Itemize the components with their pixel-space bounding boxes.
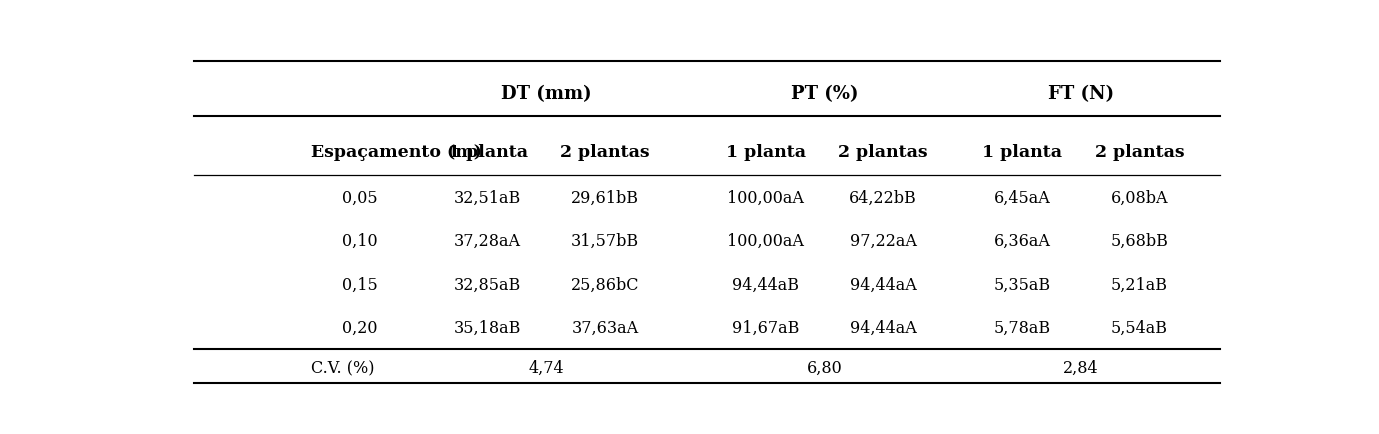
Text: 6,80: 6,80 [807, 359, 843, 376]
Text: 5,21aB: 5,21aB [1111, 276, 1168, 293]
Text: 35,18aB: 35,18aB [454, 319, 521, 336]
Text: FT (N): FT (N) [1048, 85, 1114, 103]
Text: 0,05: 0,05 [342, 189, 378, 206]
Text: 0,15: 0,15 [342, 276, 378, 293]
Text: 2 plantas: 2 plantas [560, 144, 650, 161]
Text: 5,35aB: 5,35aB [993, 276, 1051, 293]
Text: 0,20: 0,20 [342, 319, 376, 336]
Text: 100,00aA: 100,00aA [727, 189, 804, 206]
Text: 6,45aA: 6,45aA [994, 189, 1051, 206]
Text: 94,44aA: 94,44aA [849, 276, 917, 293]
Text: 6,36aA: 6,36aA [994, 233, 1051, 250]
Text: 97,22aA: 97,22aA [849, 233, 917, 250]
Text: 2 plantas: 2 plantas [838, 144, 928, 161]
Text: 4,74: 4,74 [528, 359, 564, 376]
Text: PT (%): PT (%) [790, 85, 858, 103]
Text: 37,63aA: 37,63aA [572, 319, 638, 336]
Text: 25,86bC: 25,86bC [571, 276, 640, 293]
Text: C.V. (%): C.V. (%) [312, 359, 375, 376]
Text: 100,00aA: 100,00aA [727, 233, 804, 250]
Text: 64,22bB: 64,22bB [849, 189, 917, 206]
Text: 1 planta: 1 planta [448, 144, 528, 161]
Text: Espaçamento (m): Espaçamento (m) [312, 144, 483, 161]
Text: 31,57bB: 31,57bB [571, 233, 640, 250]
Text: 1 planta: 1 planta [725, 144, 805, 161]
Text: 5,68bB: 5,68bB [1110, 233, 1168, 250]
Text: 0,10: 0,10 [342, 233, 378, 250]
Text: 32,85aB: 32,85aB [454, 276, 521, 293]
Text: 32,51aB: 32,51aB [454, 189, 521, 206]
Text: 37,28aA: 37,28aA [454, 233, 521, 250]
Text: 29,61bB: 29,61bB [571, 189, 640, 206]
Text: 1 planta: 1 planta [982, 144, 1062, 161]
Text: 5,54aB: 5,54aB [1111, 319, 1168, 336]
Text: 2 plantas: 2 plantas [1095, 144, 1185, 161]
Text: 94,44aA: 94,44aA [849, 319, 917, 336]
Text: DT (mm): DT (mm) [501, 85, 592, 103]
Text: 91,67aB: 91,67aB [732, 319, 800, 336]
Text: 5,78aB: 5,78aB [993, 319, 1051, 336]
Text: 2,84: 2,84 [1063, 359, 1099, 376]
Text: 6,08bA: 6,08bA [1111, 189, 1168, 206]
Text: 94,44aB: 94,44aB [732, 276, 798, 293]
